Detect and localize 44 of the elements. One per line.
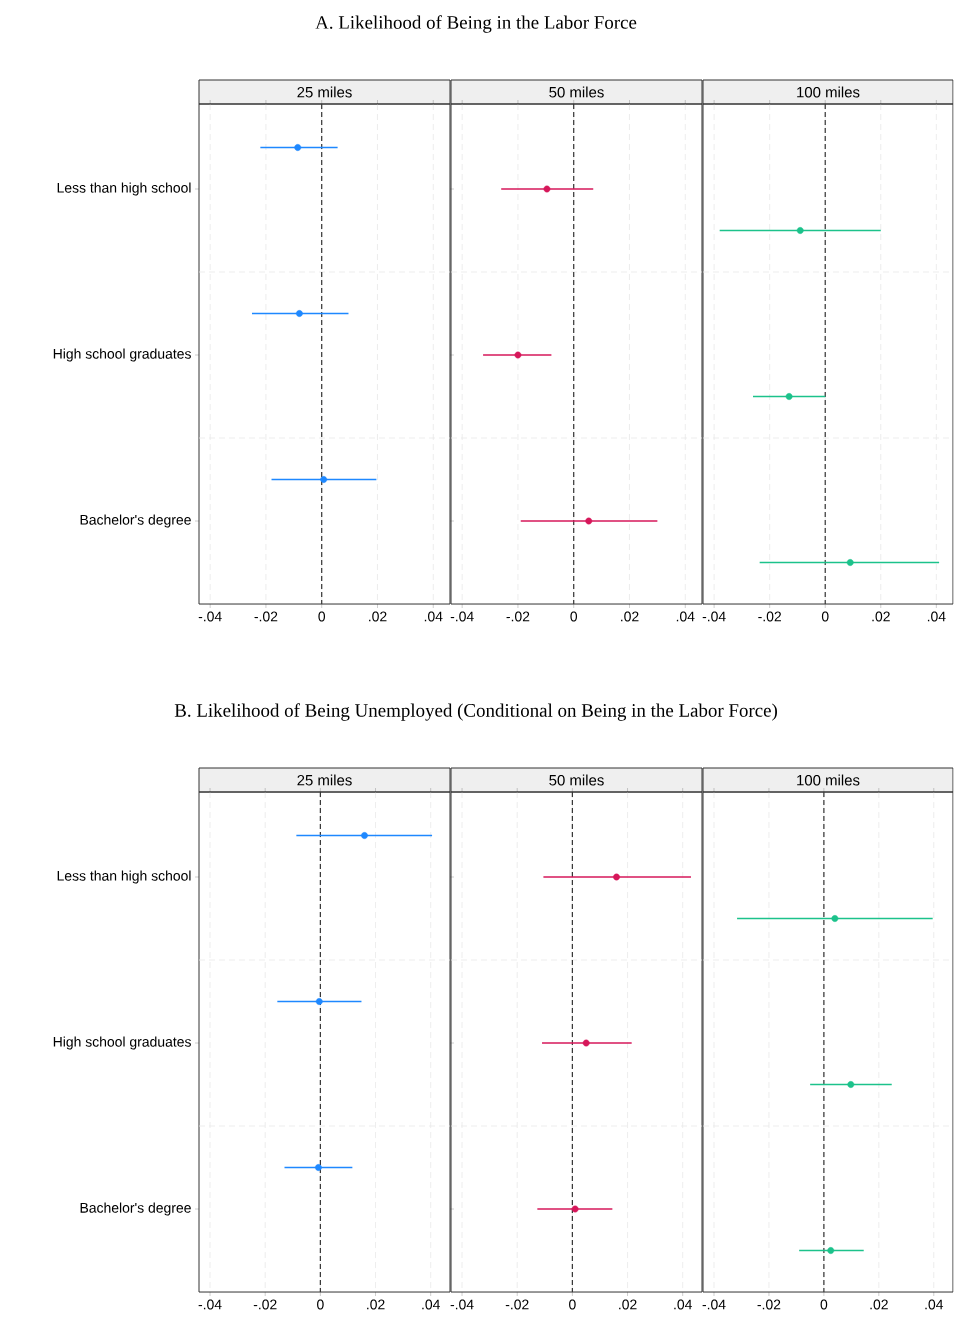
x-tick-label: .02 (872, 611, 891, 622)
x-tick-label: .02 (870, 1299, 889, 1310)
x-tick-label: .02 (619, 1299, 637, 1310)
x-tick-label: -.04 (198, 1299, 222, 1310)
x-tick-label: -.02 (254, 1299, 277, 1310)
x-tick-label: .04 (422, 1299, 441, 1310)
x-tick-label: -.04 (702, 611, 726, 622)
y-tick-label: Less than high school (57, 182, 191, 196)
x-tick-label: 0 (569, 1299, 576, 1310)
x-tick-label: .04 (425, 611, 443, 622)
chart-title: 100 miles (797, 86, 860, 98)
y-tick-label: Bachelor's degree (80, 1202, 192, 1216)
x-tick-label: .02 (621, 611, 639, 622)
y-tick-label: High school graduates (54, 1036, 192, 1050)
x-tick-label: 0 (820, 1299, 828, 1310)
x-tick-label: -.02 (758, 611, 782, 622)
x-tick-label: .04 (928, 611, 946, 622)
x-tick-label: 0 (318, 611, 326, 622)
x-tick-label: -.02 (506, 611, 530, 622)
x-tick-label: -.04 (199, 611, 223, 622)
x-tick-label: .04 (677, 611, 695, 622)
chart-title: 50 miles (549, 774, 605, 786)
chart-title: 25 miles (297, 86, 352, 98)
chart-title: 50 miles (549, 86, 605, 98)
x-tick-label: 0 (822, 611, 829, 622)
x-tick-label: -.04 (450, 1299, 474, 1310)
x-tick-label: .02 (369, 611, 387, 622)
chart-title: 100 miles (797, 774, 860, 786)
y-tick-label: Less than high school (57, 870, 191, 884)
x-tick-label: .02 (367, 1299, 385, 1310)
y-tick-label: High school graduates (54, 348, 192, 362)
text: A. Likelihood of Being in the Labor Force (315, 15, 637, 33)
x-tick-label: -.02 (254, 611, 278, 622)
x-tick-label: -.04 (451, 611, 475, 622)
chart-title: 25 miles (297, 774, 352, 786)
x-tick-label: .04 (925, 1299, 944, 1310)
x-tick-label: -.02 (757, 1299, 781, 1310)
x-tick-label: 0 (317, 1299, 324, 1310)
x-tick-label: -.02 (506, 1299, 529, 1310)
x-tick-label: -.04 (702, 1299, 726, 1310)
x-tick-label: 0 (570, 611, 578, 622)
y-tick-label: Bachelor's degree (80, 514, 192, 528)
x-tick-label: .04 (674, 1299, 693, 1310)
text: B. Likelihood of Being Unemployed (Conditional on Being in the Labor Force) (175, 703, 778, 721)
